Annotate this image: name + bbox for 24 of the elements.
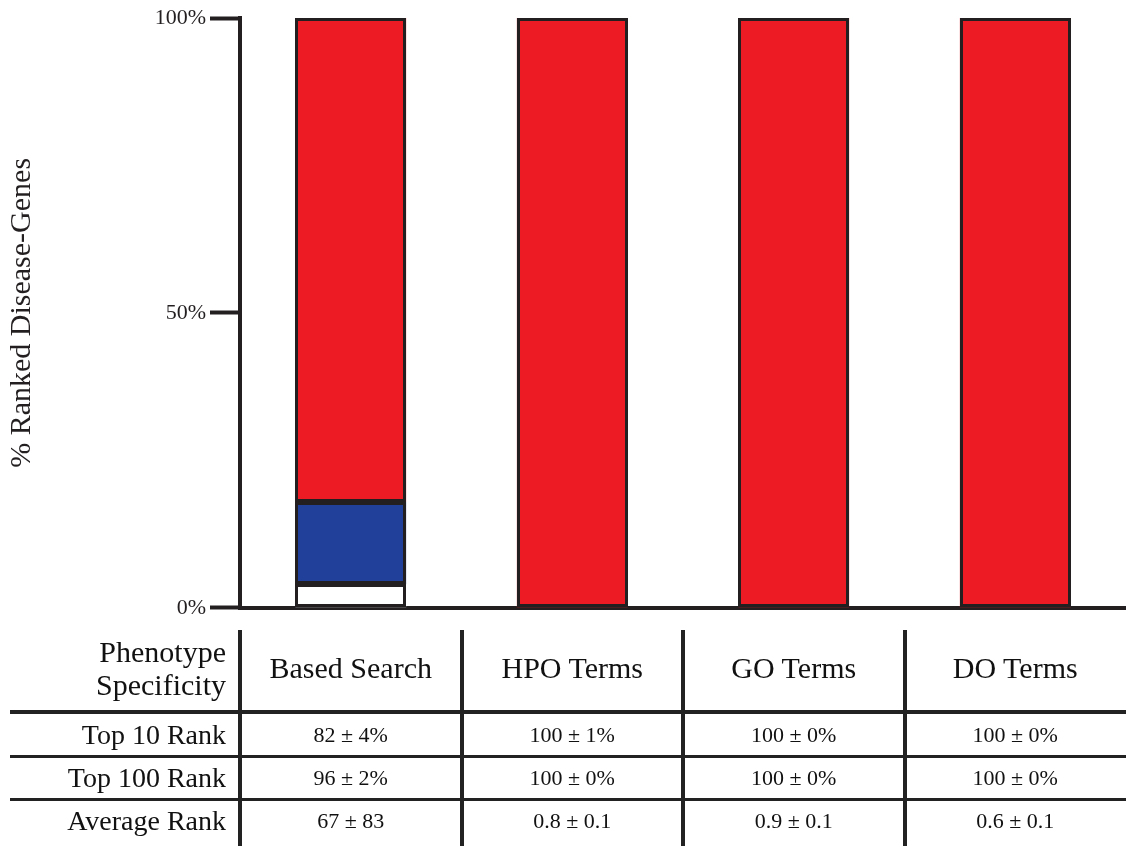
text: 0.9 ± 0.1 (753, 807, 834, 836)
text: 82 ± 4% (312, 721, 389, 750)
text: 96 ± 2% (312, 764, 389, 793)
x-tick-label: DO Terms (951, 650, 1079, 686)
text: 0.8 ± 0.1 (532, 807, 613, 836)
x-tick-label: HPO Terms (500, 650, 644, 686)
y-axis-title: % Ranked Disease-Genes (2, 157, 36, 468)
text: Phenotype Specificity (95, 633, 226, 703)
text: 100 ± 0% (971, 721, 1059, 750)
text: 0.6 ± 0.1 (975, 807, 1056, 836)
text: 100 ± 0% (750, 764, 838, 793)
text: 100 ± 0% (528, 764, 616, 793)
text: Average Rank (66, 804, 226, 839)
text: Top 100 Rank (66, 761, 226, 796)
text: 100 ± 0% (750, 721, 838, 750)
y-tick-label: 100% (154, 3, 206, 29)
x-tick-label: Based Search (268, 650, 433, 686)
text: 67 ± 83 (316, 807, 386, 836)
y-tick-label: 50% (165, 298, 206, 324)
text: 100 ± 0% (971, 764, 1059, 793)
text: Top 10 Rank (80, 718, 226, 753)
y-tick-label: 0% (176, 593, 206, 619)
x-tick-label: GO Terms (730, 650, 858, 686)
text: 100 ± 1% (528, 721, 616, 750)
